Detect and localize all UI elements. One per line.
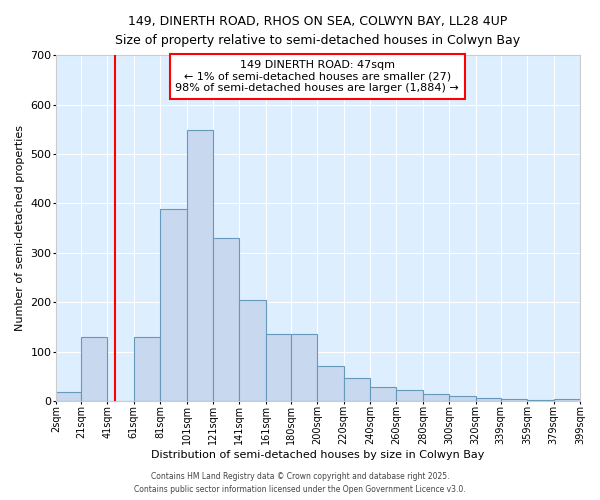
X-axis label: Distribution of semi-detached houses by size in Colwyn Bay: Distribution of semi-detached houses by … [151, 450, 485, 460]
Bar [160, 209, 187, 401]
Bar [449, 396, 476, 401]
Bar [187, 130, 213, 401]
Bar [239, 300, 266, 401]
Bar [317, 366, 344, 401]
Bar [370, 386, 397, 401]
Bar [476, 398, 501, 401]
Bar [527, 400, 554, 401]
Bar [134, 336, 160, 401]
Bar [266, 334, 291, 401]
Bar [423, 394, 449, 401]
Bar [81, 336, 107, 401]
Bar [554, 399, 580, 401]
Bar [291, 334, 317, 401]
Y-axis label: Number of semi-detached properties: Number of semi-detached properties [15, 125, 25, 331]
Title: 149, DINERTH ROAD, RHOS ON SEA, COLWYN BAY, LL28 4UP
Size of property relative t: 149, DINERTH ROAD, RHOS ON SEA, COLWYN B… [115, 15, 520, 47]
Bar [344, 378, 370, 401]
Bar [501, 399, 527, 401]
Bar [397, 390, 423, 401]
Text: 149 DINERTH ROAD: 47sqm
← 1% of semi-detached houses are smaller (27)
98% of sem: 149 DINERTH ROAD: 47sqm ← 1% of semi-det… [175, 60, 459, 94]
Text: Contains HM Land Registry data © Crown copyright and database right 2025.
Contai: Contains HM Land Registry data © Crown c… [134, 472, 466, 494]
Bar [56, 392, 81, 401]
Bar [213, 238, 239, 401]
